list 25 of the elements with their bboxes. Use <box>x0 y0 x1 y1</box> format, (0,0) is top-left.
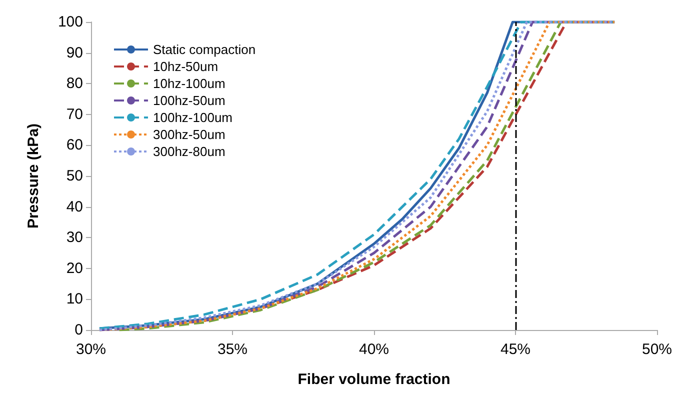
x-tick-label: 30% <box>76 341 106 358</box>
x-tick-label: 45% <box>500 341 531 358</box>
x-axis-title: Fiber volume fraction <box>298 371 450 388</box>
y-tick-label: 60 <box>66 136 83 154</box>
y-tick-label: 50 <box>66 168 83 184</box>
y-tick-label: 40 <box>66 198 83 216</box>
legend-label: Static compaction <box>153 42 256 57</box>
y-tick-label: 70 <box>66 106 83 123</box>
legend-label: 10hz-50um <box>153 59 218 74</box>
y-tick-label: 90 <box>66 44 83 62</box>
y-tick-label: 80 <box>66 75 83 92</box>
y-tick-label: 30 <box>66 229 83 246</box>
y-tick-label: 0 <box>74 322 83 338</box>
legend-label: 100hz-100um <box>153 110 232 125</box>
y-tick-label: 10 <box>66 290 83 308</box>
y-axis-title: Pressure (kPa) <box>25 123 42 229</box>
legend-label: 300hz-80um <box>153 144 226 159</box>
y-tick-label: 100 <box>58 14 83 30</box>
x-tick-label: 40% <box>358 341 390 358</box>
legend-label: 10hz-100um <box>153 76 226 91</box>
x-tick-label: 50% <box>642 341 672 358</box>
legend-label: 100hz-50um <box>153 93 226 108</box>
x-tick-label: 35% <box>217 341 248 358</box>
legend-label: 300hz-50um <box>153 127 226 142</box>
y-tick-label: 20 <box>66 260 83 277</box>
